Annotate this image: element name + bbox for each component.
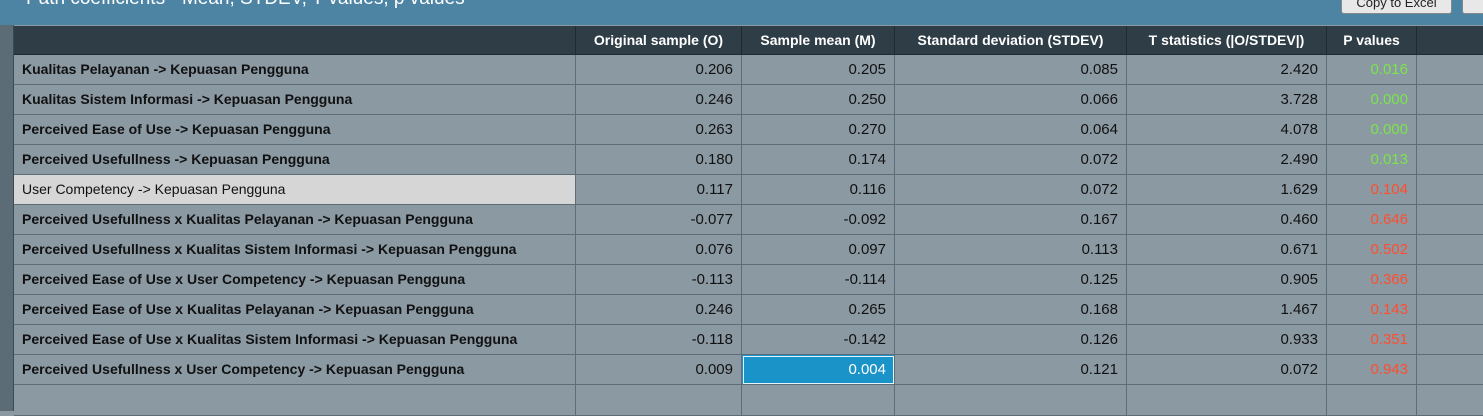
value-cell: 0.117 [576, 175, 742, 205]
title-bar: Path coefficients - Mean, STDEV, T value… [0, 0, 1483, 25]
value-cell: 0.000 [1327, 115, 1417, 145]
value-cell: 0.104 [1327, 175, 1417, 205]
value-cell: 4.078 [1127, 115, 1327, 145]
value-cell: -0.118 [576, 325, 742, 355]
column-header: P values [1327, 26, 1417, 55]
value-cell: 0.125 [895, 265, 1127, 295]
empty-cell [1417, 325, 1483, 355]
value-cell: 0.072 [895, 145, 1127, 175]
row-label: Kualitas Pelayanan -> Kepuasan Pengguna [14, 55, 576, 85]
empty-cell [895, 385, 1127, 416]
empty-cell [1327, 385, 1417, 416]
empty-cell [1417, 295, 1483, 325]
empty-cell [1417, 235, 1483, 265]
value-cell: 0.250 [742, 85, 895, 115]
header-cell [14, 26, 576, 55]
empty-cell [576, 385, 742, 416]
value-cell: 0.270 [742, 115, 895, 145]
value-cell: 0.351 [1327, 325, 1417, 355]
panel-title: Path coefficients - Mean, STDEV, T value… [26, 0, 465, 10]
column-header: Sample mean (M) [742, 26, 895, 55]
value-cell: 0.174 [742, 145, 895, 175]
value-cell: 0.097 [742, 235, 895, 265]
row-label: Perceived Usefullness -> Kepuasan Penggu… [14, 145, 576, 175]
value-cell: 0.072 [895, 175, 1127, 205]
column-header: Original sample (O) [576, 26, 742, 55]
value-cell: 0.265 [742, 295, 895, 325]
row-label: Kualitas Sistem Informasi -> Kepuasan Pe… [14, 85, 576, 115]
empty-cell [1417, 115, 1483, 145]
column-header: Standard deviation (STDEV) [895, 26, 1127, 55]
value-cell: 0.263 [576, 115, 742, 145]
value-cell: 0.013 [1327, 145, 1417, 175]
value-cell: 0.205 [742, 55, 895, 85]
value-cell: 0.167 [895, 205, 1127, 235]
row-label: Perceived Ease of Use x Kualitas Pelayan… [14, 295, 576, 325]
value-cell: 0.000 [1327, 85, 1417, 115]
value-cell: 0.168 [895, 295, 1127, 325]
empty-cell [742, 385, 895, 416]
value-cell: 0.943 [1327, 355, 1417, 385]
value-cell: 0.905 [1127, 265, 1327, 295]
value-cell: 0.246 [576, 295, 742, 325]
value-cell: 0.460 [1127, 205, 1327, 235]
value-cell: 1.467 [1127, 295, 1327, 325]
value-cell: 0.143 [1327, 295, 1417, 325]
value-cell: 0.126 [895, 325, 1127, 355]
value-cell: 0.113 [895, 235, 1127, 265]
value-cell: 0.016 [1327, 55, 1417, 85]
value-cell: -0.113 [576, 265, 742, 295]
empty-cell [14, 385, 576, 416]
row-label: Perceived Ease of Use x User Competency … [14, 265, 576, 295]
empty-cell [1417, 85, 1483, 115]
value-cell: 2.490 [1127, 145, 1327, 175]
empty-cell [1127, 385, 1327, 416]
value-cell: 2.420 [1127, 55, 1327, 85]
row-label: Perceived Usefullness x Kualitas Pelayan… [14, 205, 576, 235]
empty-cell [1417, 145, 1483, 175]
value-cell: 0.076 [576, 235, 742, 265]
empty-cell [1417, 55, 1483, 85]
left-border [0, 25, 14, 411]
value-cell: 0.646 [1327, 205, 1417, 235]
row-label: Perceived Ease of Use x Kualitas Sistem … [14, 325, 576, 355]
cut-button[interactable] [1462, 0, 1483, 14]
value-cell: 0.009 [576, 355, 742, 385]
empty-cell [1417, 385, 1483, 416]
value-cell: 3.728 [1127, 85, 1327, 115]
row-label: User Competency -> Kepuasan Pengguna [14, 175, 576, 205]
empty-cell [1417, 175, 1483, 205]
value-cell: 0.933 [1127, 325, 1327, 355]
empty-cell [1417, 265, 1483, 295]
value-cell: -0.092 [742, 205, 895, 235]
value-cell: 0.502 [1327, 235, 1417, 265]
value-cell: 0.004 [742, 355, 895, 385]
value-cell: -0.114 [742, 265, 895, 295]
value-cell: -0.077 [576, 205, 742, 235]
value-cell: 0.064 [895, 115, 1127, 145]
value-cell: 0.180 [576, 145, 742, 175]
value-cell: 0.366 [1327, 265, 1417, 295]
copy-button[interactable]: Copy to Excel [1341, 0, 1452, 14]
value-cell: -0.142 [742, 325, 895, 355]
row-label: Perceived Usefullness x Kualitas Sistem … [14, 235, 576, 265]
row-label: Perceived Usefullness x User Competency … [14, 355, 576, 385]
empty-cell [1417, 355, 1483, 385]
value-cell: 0.121 [895, 355, 1127, 385]
value-cell: 0.116 [742, 175, 895, 205]
value-cell: 0.246 [576, 85, 742, 115]
value-cell: 0.085 [895, 55, 1127, 85]
value-cell: 1.629 [1127, 175, 1327, 205]
row-label: Perceived Ease of Use -> Kepuasan Penggu… [14, 115, 576, 145]
value-cell: 0.671 [1127, 235, 1327, 265]
empty-cell [1417, 205, 1483, 235]
value-cell: 0.072 [1127, 355, 1327, 385]
header-cell [1417, 26, 1483, 55]
value-cell: 0.206 [576, 55, 742, 85]
value-cell: 0.066 [895, 85, 1127, 115]
column-header: T statistics (|O/STDEV|) [1127, 26, 1327, 55]
